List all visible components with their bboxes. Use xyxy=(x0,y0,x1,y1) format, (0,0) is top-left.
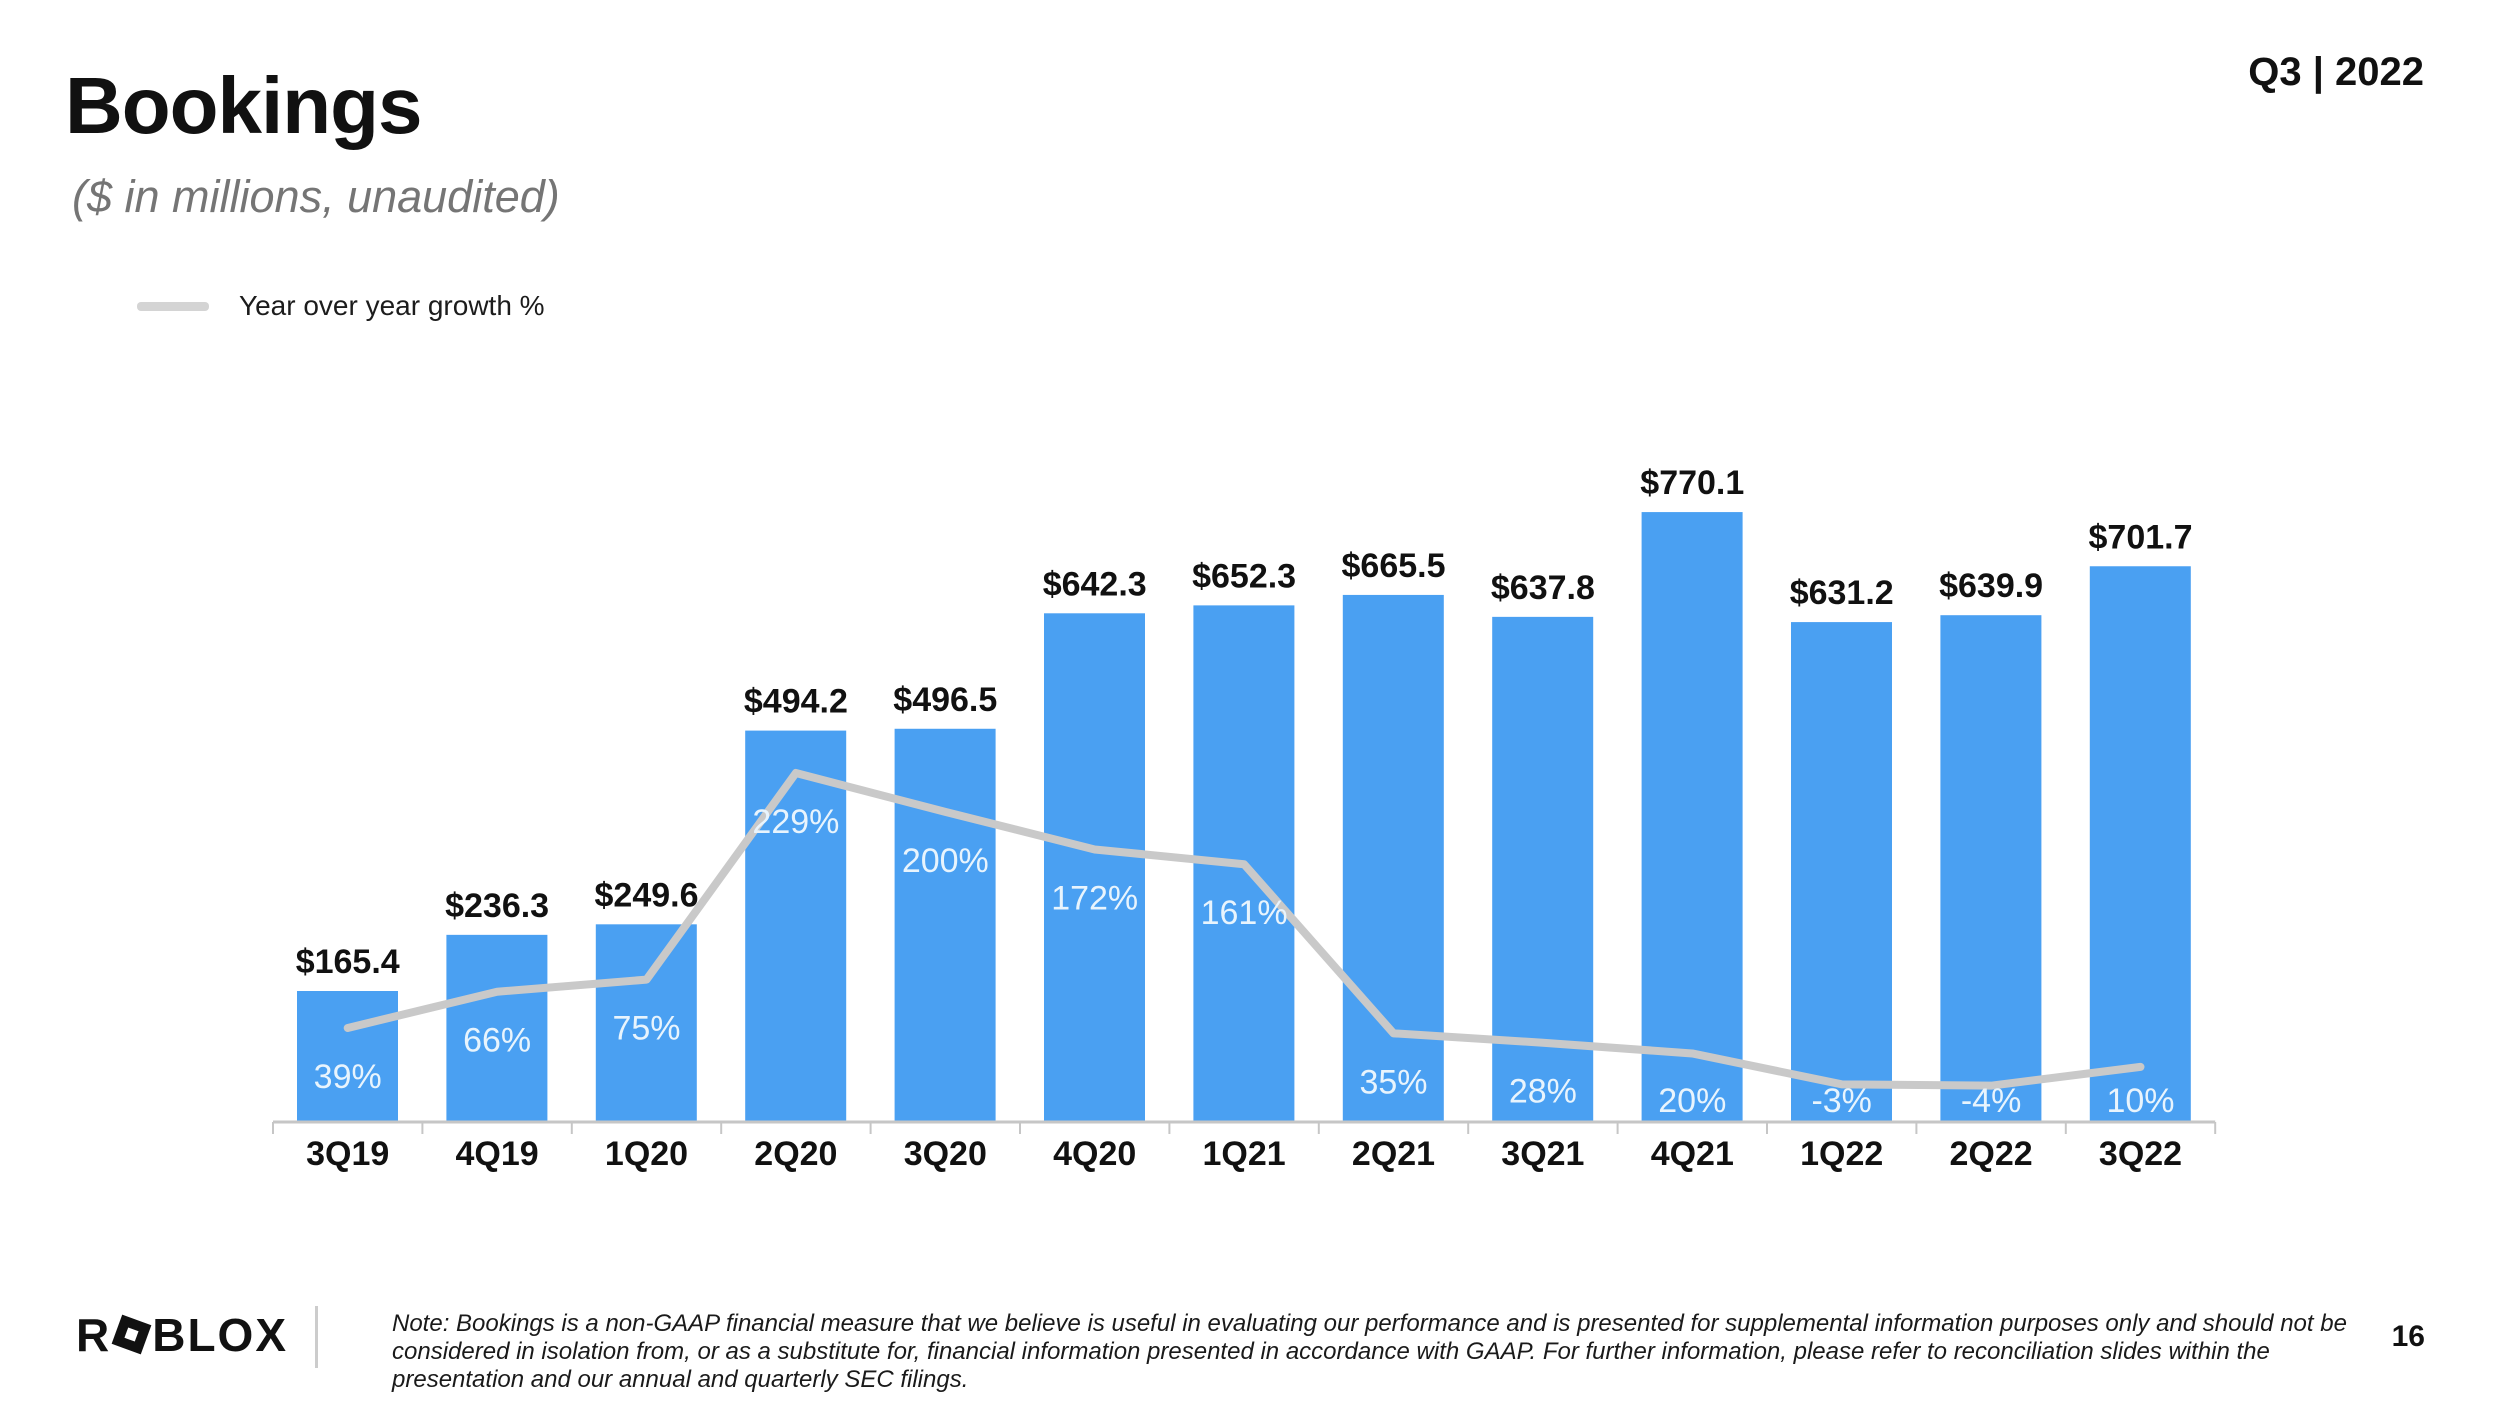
roblox-logo: R BLOX xyxy=(76,1308,288,1362)
x-axis-label-4q20: 4Q20 xyxy=(1053,1135,1136,1173)
bar-1q22 xyxy=(1791,622,1892,1122)
bar-value-label-1q20: $249.6 xyxy=(595,876,699,914)
bar-value-label-4q21: $770.1 xyxy=(1640,464,1744,502)
growth-line xyxy=(343,768,2145,1090)
x-axis-label-1q21: 1Q21 xyxy=(1203,1135,1286,1173)
growth-label-3q20: 200% xyxy=(902,842,989,880)
growth-label-2q20: 229% xyxy=(752,803,839,841)
bar-3q20 xyxy=(894,728,996,1122)
footnote-text: Note: Bookings is a non-GAAP financial m… xyxy=(392,1310,2347,1394)
growth-label-3q21: 28% xyxy=(1509,1073,1577,1111)
bar-3q22 xyxy=(2089,566,2191,1122)
roblox-logo-square-icon xyxy=(111,1314,152,1354)
page-number: 16 xyxy=(2391,1320,2425,1353)
bar-value-label-4q20: $642.3 xyxy=(1043,565,1147,603)
bar-2q22 xyxy=(1940,615,2042,1122)
growth-label-4q19: 66% xyxy=(463,1022,531,1060)
bar-value-label-4q19: $236.3 xyxy=(445,887,549,925)
bar-4q21 xyxy=(1641,512,1743,1122)
x-axis-label-1q20: 1Q20 xyxy=(605,1135,688,1173)
bar-2q20 xyxy=(745,730,847,1122)
growth-label-1q20: 75% xyxy=(612,1010,680,1048)
bar-value-label-3q19: $165.4 xyxy=(296,943,400,981)
bar-value-label-3q20: $496.5 xyxy=(893,681,997,719)
growth-label-2q22: -4% xyxy=(1961,1082,2021,1120)
x-axis-label-3q19: 3Q19 xyxy=(306,1135,389,1173)
x-axis-label-2q21: 2Q21 xyxy=(1352,1135,1435,1173)
x-axis-label-3q21: 3Q21 xyxy=(1501,1135,1584,1173)
page-subtitle: ($ in millions, unaudited) xyxy=(72,171,560,222)
x-axis-label-2q22: 2Q22 xyxy=(1950,1135,2033,1173)
x-axis-label-3q22: 3Q22 xyxy=(2099,1135,2182,1173)
x-axis-label-4q19: 4Q19 xyxy=(456,1135,539,1173)
roblox-logo-prefix: R xyxy=(76,1309,112,1361)
growth-line-legend-swatch xyxy=(137,301,209,311)
bar-value-label-1q22: $631.2 xyxy=(1790,574,1894,612)
roblox-logo-square-hole xyxy=(124,1326,139,1342)
growth-label-4q20: 172% xyxy=(1051,879,1138,917)
x-axis-label-2q20: 2Q20 xyxy=(754,1135,837,1173)
growth-label-4q21: 20% xyxy=(1658,1082,1726,1120)
bar-4q19 xyxy=(446,934,548,1122)
bar-3q19 xyxy=(297,991,398,1122)
bar-value-label-2q20: $494.2 xyxy=(744,683,848,721)
growth-label-1q21: 161% xyxy=(1201,894,1288,932)
bar-value-label-3q22: $701.7 xyxy=(2089,518,2193,556)
footer-divider xyxy=(315,1306,318,1368)
x-axis-label-1q22: 1Q22 xyxy=(1800,1135,1883,1173)
growth-label-3q19: 39% xyxy=(314,1058,382,1096)
quarter-badge: Q3 | 2022 xyxy=(2248,50,2424,94)
bar-value-label-3q21: $637.8 xyxy=(1491,569,1595,607)
growth-line-legend-label: Year over year growth % xyxy=(239,290,545,321)
growth-label-3q22: 10% xyxy=(2106,1082,2174,1120)
growth-label-1q22: -3% xyxy=(1811,1082,1871,1120)
bar-value-label-1q21: $652.3 xyxy=(1192,557,1296,595)
x-axis-label-4q21: 4Q21 xyxy=(1651,1135,1734,1173)
growth-label-2q21: 35% xyxy=(1359,1063,1427,1101)
roblox-logo-suffix: BLOX xyxy=(152,1309,289,1361)
bar-4q20 xyxy=(1044,613,1145,1122)
bar-value-label-2q22: $639.9 xyxy=(1939,567,2043,605)
bar-2q21 xyxy=(1342,594,1444,1122)
bar-1q20 xyxy=(595,924,697,1122)
chart-legend: Year over year growth % xyxy=(137,290,545,322)
x-axis-label-3q20: 3Q20 xyxy=(904,1135,987,1173)
bar-value-label-2q21: $665.5 xyxy=(1342,547,1446,585)
page-title: Bookings xyxy=(65,61,422,150)
